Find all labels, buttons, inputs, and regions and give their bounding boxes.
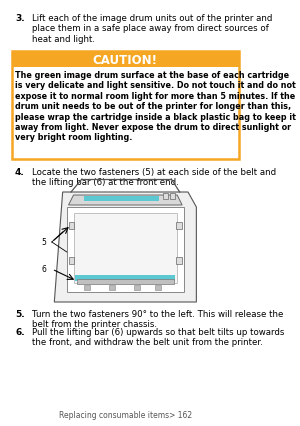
FancyBboxPatch shape	[67, 207, 184, 292]
FancyBboxPatch shape	[109, 285, 115, 290]
FancyBboxPatch shape	[176, 257, 182, 265]
Polygon shape	[68, 196, 182, 205]
Text: Locate the two fasteners (5) at each side of the belt and
the lifting bar (6) at: Locate the two fasteners (5) at each sid…	[32, 167, 276, 187]
Text: Turn the two fasteners 90° to the left. This will release the
belt from the prin: Turn the two fasteners 90° to the left. …	[32, 309, 283, 328]
Polygon shape	[54, 193, 196, 302]
Text: CAUTION!: CAUTION!	[93, 53, 158, 66]
Text: 6.: 6.	[15, 327, 25, 336]
Text: 6: 6	[41, 265, 46, 274]
Text: 4.: 4.	[15, 167, 25, 177]
FancyBboxPatch shape	[77, 279, 174, 284]
Text: 5: 5	[41, 238, 46, 247]
FancyBboxPatch shape	[68, 257, 74, 265]
FancyBboxPatch shape	[84, 285, 90, 290]
Text: 3.: 3.	[15, 14, 25, 23]
FancyBboxPatch shape	[169, 193, 175, 199]
FancyBboxPatch shape	[68, 222, 74, 230]
FancyBboxPatch shape	[163, 193, 168, 199]
FancyBboxPatch shape	[176, 222, 182, 230]
FancyBboxPatch shape	[154, 285, 161, 290]
Text: Pull the lifting bar (6) upwards so that belt tilts up towards
the front, and wi: Pull the lifting bar (6) upwards so that…	[32, 327, 284, 347]
FancyBboxPatch shape	[74, 213, 177, 283]
Text: Lift each of the image drum units out of the printer and
place them in a safe pl: Lift each of the image drum units out of…	[32, 14, 272, 44]
FancyBboxPatch shape	[84, 196, 159, 201]
FancyBboxPatch shape	[134, 285, 140, 290]
Text: Replacing consumable items> 162: Replacing consumable items> 162	[59, 410, 192, 419]
Text: The green image drum surface at the base of each cartridge is very delicate and : The green image drum surface at the base…	[15, 71, 296, 142]
FancyBboxPatch shape	[12, 52, 239, 68]
FancyBboxPatch shape	[75, 275, 176, 281]
Text: 5.: 5.	[15, 309, 25, 318]
